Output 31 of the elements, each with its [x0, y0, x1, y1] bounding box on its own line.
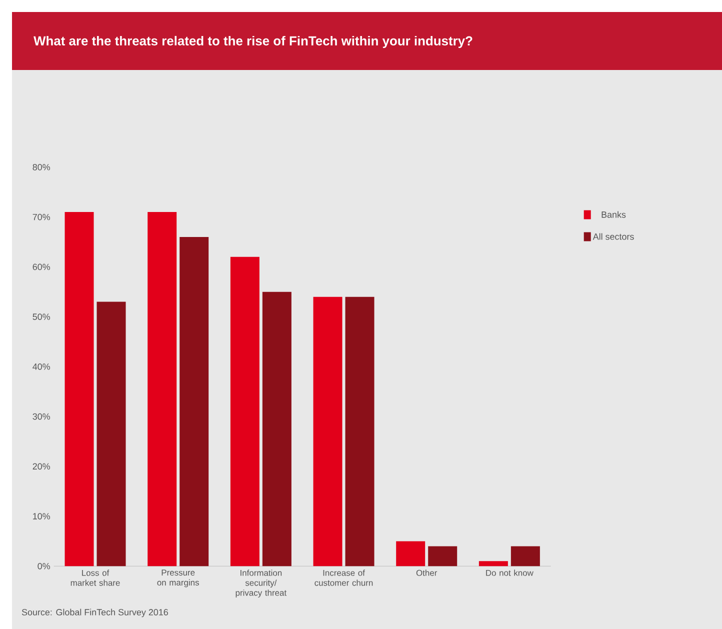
- source-note: Source: Global FinTech Survey 2016: [22, 608, 168, 618]
- bar: [478, 561, 508, 566]
- bar: [313, 296, 342, 566]
- x-tick-label: Pressure on margins: [157, 570, 199, 588]
- y-tick-label: 0%: [38, 562, 50, 570]
- bar: [96, 302, 126, 566]
- bar: [230, 256, 260, 566]
- bar: [64, 212, 94, 566]
- legend-label: All sectors: [592, 233, 634, 240]
- bar: [510, 546, 540, 566]
- bar: [262, 292, 292, 566]
- y-tick-label: 20%: [32, 463, 50, 470]
- x-tick-label: Increase of customer churn: [314, 570, 373, 586]
- x-tick-label: Other: [416, 570, 438, 576]
- y-tick-label: 60%: [32, 264, 50, 270]
- y-tick-label: 10%: [33, 513, 50, 520]
- bar: [396, 541, 426, 566]
- legend-label: Banks: [602, 211, 626, 218]
- x-tick-label: Do not know: [486, 570, 534, 576]
- bar: [345, 296, 374, 566]
- y-tick-label: 70%: [32, 214, 50, 220]
- bar: [428, 546, 458, 566]
- y-tick-label: 80%: [32, 164, 50, 170]
- y-tick-label: 50%: [32, 314, 50, 320]
- y-tick-label: 40%: [32, 363, 50, 370]
- bar: [180, 236, 209, 566]
- bar: [148, 212, 177, 566]
- x-tick-label: Loss of market share: [70, 570, 120, 586]
- y-tick-label: 30%: [32, 413, 50, 420]
- x-tick-label: Information security/ privacy threat: [236, 570, 287, 598]
- chart-title: What are the threats related to the rise of FinTech within your industry?: [34, 36, 472, 48]
